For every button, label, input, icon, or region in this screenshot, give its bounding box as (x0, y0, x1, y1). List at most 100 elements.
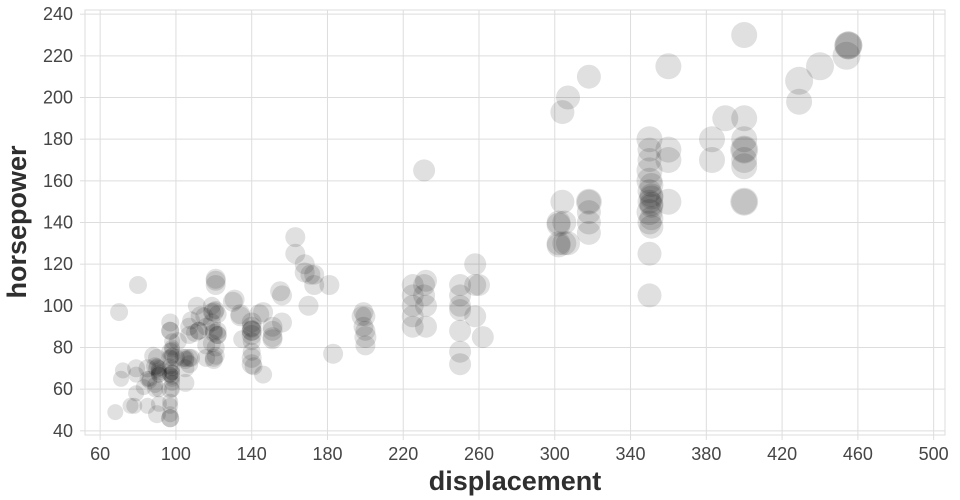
scatter-point (161, 409, 180, 428)
x-tick-label: 140 (237, 444, 267, 464)
scatter-points (107, 22, 863, 428)
y-tick-label: 200 (43, 88, 73, 108)
scatter-point (162, 406, 179, 423)
scatter-point (141, 372, 158, 389)
x-tick-label: 340 (616, 444, 646, 464)
scatter-point (208, 321, 227, 340)
x-tick-label: 460 (843, 444, 873, 464)
scatter-point (180, 326, 199, 344)
scatter-point (164, 368, 181, 385)
scatter-point (148, 359, 166, 378)
scatter-point (222, 291, 243, 312)
scatter-point (401, 274, 424, 296)
scatter-point (164, 333, 181, 350)
scatter-point (272, 285, 292, 306)
scatter-point (262, 316, 283, 337)
scatter-point (148, 405, 166, 424)
scatter-point (546, 231, 571, 256)
scatter-point (285, 243, 306, 264)
scatter-point (351, 306, 372, 327)
scatter-point (294, 254, 315, 275)
scatter-point (164, 347, 181, 364)
scatter-point (546, 233, 571, 258)
y-tick-label: 240 (43, 4, 73, 24)
scatter-point (354, 326, 377, 349)
scatter-point (401, 294, 424, 317)
scatter-point (138, 359, 157, 378)
x-tick-label: 300 (540, 444, 570, 464)
scatter-point (241, 354, 262, 375)
scatter-point (464, 253, 487, 276)
scatter-point (189, 321, 208, 340)
scatter-point (147, 377, 164, 393)
scatter-point (150, 366, 167, 383)
scatter-point (162, 358, 179, 375)
scatter-point (806, 52, 834, 81)
scatter-point (205, 268, 226, 289)
scatter-point (731, 188, 758, 215)
scatter-point (637, 283, 662, 308)
scatter-point (161, 321, 180, 340)
scatter-point (637, 179, 662, 204)
scatter-point (323, 343, 344, 364)
scatter-point (189, 321, 208, 340)
scatter-point (294, 262, 315, 283)
axis-ticks (80, 13, 935, 440)
scatter-point (148, 348, 166, 367)
scatter-point (468, 274, 490, 296)
scatter-point (353, 302, 374, 323)
scatter-point (786, 88, 813, 115)
scatter-point (176, 359, 195, 378)
scatter-point (208, 326, 227, 344)
scatter-point (355, 306, 376, 327)
scatter-point (639, 173, 664, 197)
scatter-point (166, 348, 185, 367)
scatter-point (262, 327, 283, 348)
scatter-point (241, 325, 262, 345)
scatter-point (731, 105, 758, 132)
scatter-point (168, 332, 187, 351)
x-tick-label: 260 (464, 444, 494, 464)
scatter-point (712, 105, 739, 132)
scatter-point (401, 284, 424, 307)
scatter-point (556, 231, 580, 256)
scatter-point (639, 183, 664, 208)
scatter-point (270, 281, 291, 302)
scatter-point (180, 348, 199, 367)
scatter-point (107, 404, 124, 421)
x-axis-title: displacement (429, 466, 602, 496)
scatter-point (731, 126, 758, 153)
scatter-point (546, 210, 571, 235)
scatter-point (639, 214, 664, 239)
scatter-point (655, 136, 682, 163)
x-tick-label: 180 (312, 444, 342, 464)
scatter-point (150, 360, 167, 377)
scatter-point (141, 370, 158, 387)
scatter-point (144, 346, 163, 365)
scatter-point (552, 210, 577, 235)
scatter-point (639, 193, 664, 218)
scatter-point (415, 269, 437, 292)
scatter-point (319, 275, 340, 295)
scatter-point (161, 380, 180, 399)
scatter-point (146, 357, 165, 376)
scatter-point (150, 362, 167, 379)
scatter-point (180, 317, 199, 336)
scatter-point (164, 364, 181, 381)
scatter-point (161, 342, 180, 361)
scatter-point (834, 31, 863, 60)
scatter-point (304, 275, 325, 295)
scatter-point (730, 187, 759, 216)
scatter-point (835, 32, 862, 59)
scatter-point (576, 189, 601, 214)
scatter-point (162, 366, 179, 383)
scatter-point (122, 397, 139, 414)
y-tick-label: 100 (43, 296, 73, 316)
scatter-point (114, 362, 131, 379)
scatter-point (401, 315, 424, 338)
scatter-point (546, 212, 571, 237)
scatter-point (253, 302, 274, 323)
scatter-point (150, 381, 167, 398)
scatter-point (636, 167, 663, 194)
